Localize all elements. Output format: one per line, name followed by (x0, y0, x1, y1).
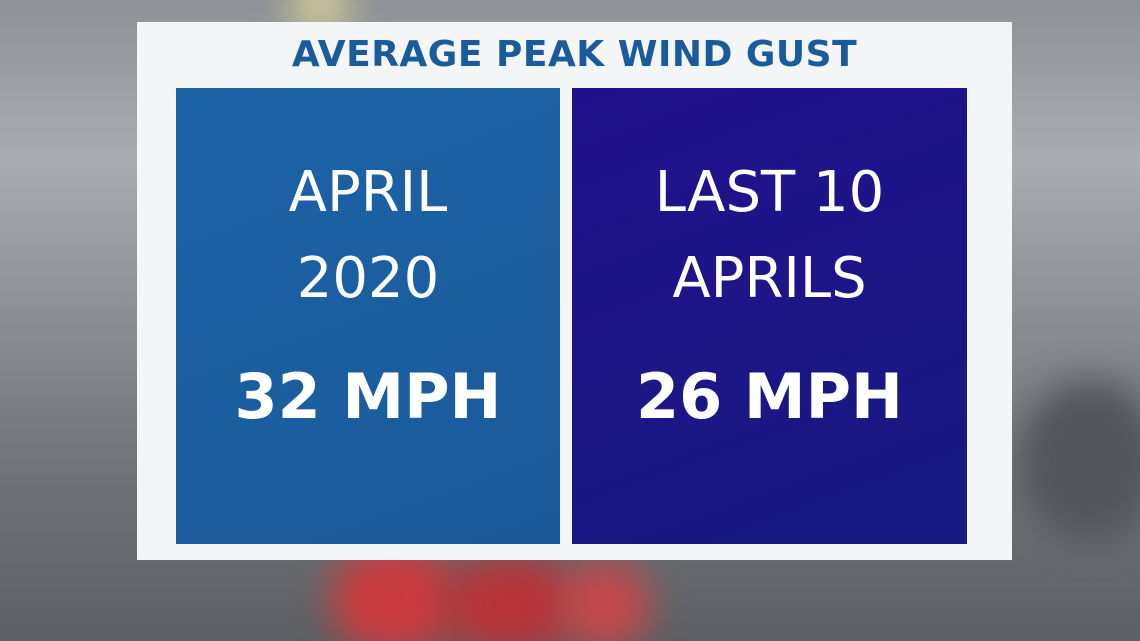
background-blur (440, 555, 580, 641)
panel-value: 32 MPH (234, 360, 502, 433)
label-line: 2020 (296, 246, 440, 311)
card: AVERAGE PEAK WIND GUST APRIL 2020 32 MPH… (137, 22, 1012, 560)
title: AVERAGE PEAK WIND GUST (291, 34, 858, 75)
panel-label: LAST 10 APRILS (572, 150, 967, 322)
background-blur (330, 545, 460, 641)
panel: APRIL 2020 32 MPH (176, 88, 560, 544)
label-line: LAST 10 (654, 160, 885, 225)
panel-value: 26 MPH (636, 360, 903, 433)
background-blur (560, 560, 650, 641)
label-line: APRIL (288, 160, 448, 225)
background-blur (1020, 380, 1140, 540)
panel-label: APRIL 2020 (176, 150, 560, 322)
label-line: APRILS (672, 246, 867, 311)
panel: LAST 10 APRILS 26 MPH (572, 88, 967, 544)
